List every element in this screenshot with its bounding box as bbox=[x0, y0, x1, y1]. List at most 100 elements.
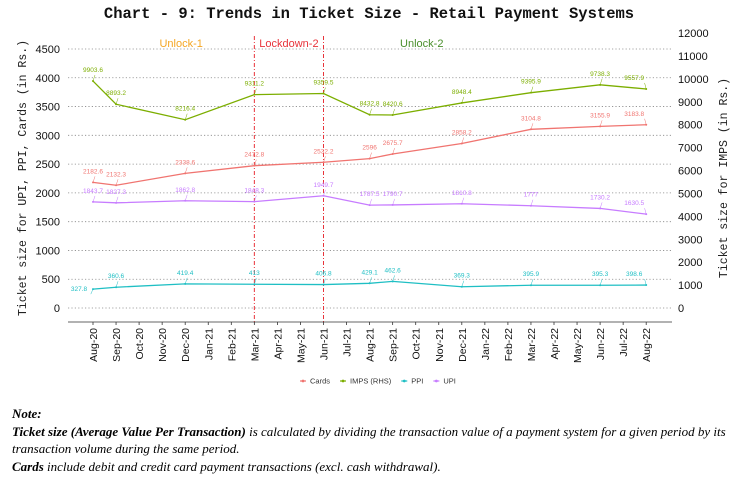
data-label: 8216.4 bbox=[175, 106, 195, 113]
data-label: 413 bbox=[249, 270, 260, 277]
right-axis-ticks: 0 1000 2000 3000 4000 5000 6000 7000 8000 9000 100… bbox=[678, 28, 709, 315]
data-label: 360.6 bbox=[108, 273, 125, 280]
right-axis-tick-label: 11000 bbox=[678, 51, 708, 63]
data-label-leader bbox=[369, 277, 372, 284]
x-axis-tick-label: Jun-22 bbox=[595, 328, 607, 360]
left-axis-ticks: 0 500 1000 1500 2000 2500 3000 3500 4000 4500 bbox=[36, 44, 60, 315]
data-label: 1810.8 bbox=[452, 190, 472, 197]
legend-label: Cards bbox=[310, 377, 330, 386]
note-line-1: Ticket size (Average Value Per Transacti… bbox=[12, 423, 747, 458]
left-axis-tick-label: 0 bbox=[54, 303, 60, 315]
data-label-leader bbox=[115, 179, 119, 186]
legend-label: UPI bbox=[443, 377, 456, 386]
x-axis-tick-label: Sep-20 bbox=[111, 328, 123, 362]
right-axis-tick-label: 12000 bbox=[678, 28, 709, 40]
note-text-1: is calculated by dividing the transactio… bbox=[12, 423, 726, 457]
x-axis-tick-label: Mar-21 bbox=[249, 328, 261, 361]
legend-label: PPI bbox=[411, 377, 423, 386]
x-axis-tick-label: Feb-21 bbox=[226, 328, 238, 361]
right-axis-tick-label: 3000 bbox=[678, 234, 702, 246]
data-label-leader bbox=[115, 281, 119, 288]
x-axis-tick-label: Oct-20 bbox=[134, 328, 146, 360]
left-axis-tick-label: 2000 bbox=[36, 188, 60, 200]
data-label-leader bbox=[369, 199, 372, 206]
left-axis-tick-label: 2500 bbox=[36, 159, 60, 171]
data-label: 1848.3 bbox=[244, 188, 264, 195]
phase-boundaries bbox=[253, 36, 324, 322]
left-axis-tick-label: 3500 bbox=[36, 102, 60, 114]
x-axis-tick-label: Apr-21 bbox=[272, 328, 284, 360]
data-labels: 2182.6 2132.3 2338.6 2472.8 2532.2 2596 2675.7… bbox=[71, 67, 647, 295]
left-axis-title: Ticket size for UPI, PPI, Cards (in Rs.) bbox=[17, 40, 30, 316]
data-label: 9557.9 bbox=[624, 75, 644, 82]
data-label-leader bbox=[599, 202, 603, 209]
data-label: 398.6 bbox=[626, 271, 643, 278]
data-label-leader bbox=[115, 196, 119, 203]
left-axis-tick-label: 4000 bbox=[36, 73, 60, 85]
note-heading: Note: bbox=[12, 406, 42, 421]
data-label: 8948.4 bbox=[452, 89, 472, 96]
data-label-leader bbox=[644, 208, 647, 215]
legend-marker bbox=[402, 379, 406, 383]
data-label-leader bbox=[530, 86, 534, 93]
data-label: 395.9 bbox=[523, 271, 540, 278]
x-axis-tick-label: Sep-21 bbox=[388, 328, 400, 362]
data-label: 1949.7 bbox=[314, 182, 334, 189]
note-term-ticket-size: Ticket size (Average Value Per Transacti… bbox=[12, 423, 246, 439]
x-axis-tick-label: Mar-22 bbox=[526, 328, 538, 361]
data-label: 3155.9 bbox=[590, 112, 610, 119]
data-label-leader bbox=[599, 279, 603, 286]
series-line-cards bbox=[92, 124, 647, 186]
data-label: 3104.8 bbox=[521, 115, 541, 122]
data-label-leader bbox=[392, 108, 395, 116]
data-label-leader bbox=[254, 195, 257, 202]
data-label-leader bbox=[461, 137, 465, 144]
right-axis-title: Ticket size for IMPS (in Rs.) bbox=[718, 78, 731, 278]
legend-marker bbox=[341, 379, 345, 383]
data-label: 1787.5 bbox=[360, 191, 380, 198]
data-label-leader bbox=[254, 88, 257, 95]
data-label: 2596 bbox=[362, 145, 377, 152]
x-axis-tick-label: Aug-22 bbox=[641, 328, 653, 362]
data-label: 1827.3 bbox=[106, 189, 126, 196]
data-label-leader bbox=[392, 275, 395, 282]
phase-label: Unlock-2 bbox=[400, 38, 443, 50]
data-label: 406.8 bbox=[315, 271, 332, 278]
right-axis-tick-label: 8000 bbox=[678, 120, 702, 132]
x-axis: Aug-20 Sep-20 Oct-20 Nov-20 Dec-20 Jan-21 Feb-… bbox=[68, 321, 672, 363]
data-label-leader bbox=[369, 108, 372, 115]
data-label: 1862.8 bbox=[175, 187, 195, 194]
data-label-leader bbox=[90, 289, 94, 295]
data-label: 2132.3 bbox=[106, 171, 126, 178]
data-label-leader bbox=[254, 159, 257, 166]
legend-marker bbox=[301, 379, 305, 383]
left-axis-tick-label: 1500 bbox=[36, 217, 60, 229]
data-label: 327.8 bbox=[71, 286, 88, 293]
phase-label: Lockdown-2 bbox=[259, 38, 318, 50]
data-label: 3183.8 bbox=[624, 111, 644, 118]
left-axis-tick-label: 1000 bbox=[36, 245, 60, 257]
x-axis-tick-label: Dec-20 bbox=[180, 328, 192, 362]
data-label-leader bbox=[644, 118, 647, 125]
x-axis-tick-label: Jul-22 bbox=[618, 328, 630, 357]
right-axis-tick-label: 10000 bbox=[678, 74, 709, 86]
data-label: 9395.9 bbox=[521, 79, 541, 86]
data-label: 429.1 bbox=[361, 269, 378, 276]
data-label-leader bbox=[461, 96, 465, 104]
data-label: 2858.2 bbox=[452, 129, 472, 136]
x-axis-tick-label: Feb-22 bbox=[503, 328, 515, 361]
right-axis-tick-label: 4000 bbox=[678, 211, 702, 223]
left-axis-tick-label: 500 bbox=[42, 274, 60, 286]
x-axis-tick-label: Aug-20 bbox=[88, 328, 100, 362]
gridlines bbox=[68, 48, 672, 309]
right-axis-tick-label: 5000 bbox=[678, 188, 702, 200]
data-label-leader bbox=[184, 113, 188, 120]
x-axis-tick-label: Apr-22 bbox=[549, 328, 561, 360]
data-label-leader bbox=[323, 87, 326, 94]
data-label-leader bbox=[184, 194, 188, 201]
data-label: 8893.2 bbox=[106, 90, 126, 97]
data-label: 2182.6 bbox=[83, 168, 103, 175]
x-axis-tick-label: Aug-21 bbox=[365, 328, 377, 362]
x-axis-tick-label: Jul-21 bbox=[342, 328, 354, 357]
legend: Cards IMPS (RHS) PPI UPI bbox=[300, 377, 456, 386]
